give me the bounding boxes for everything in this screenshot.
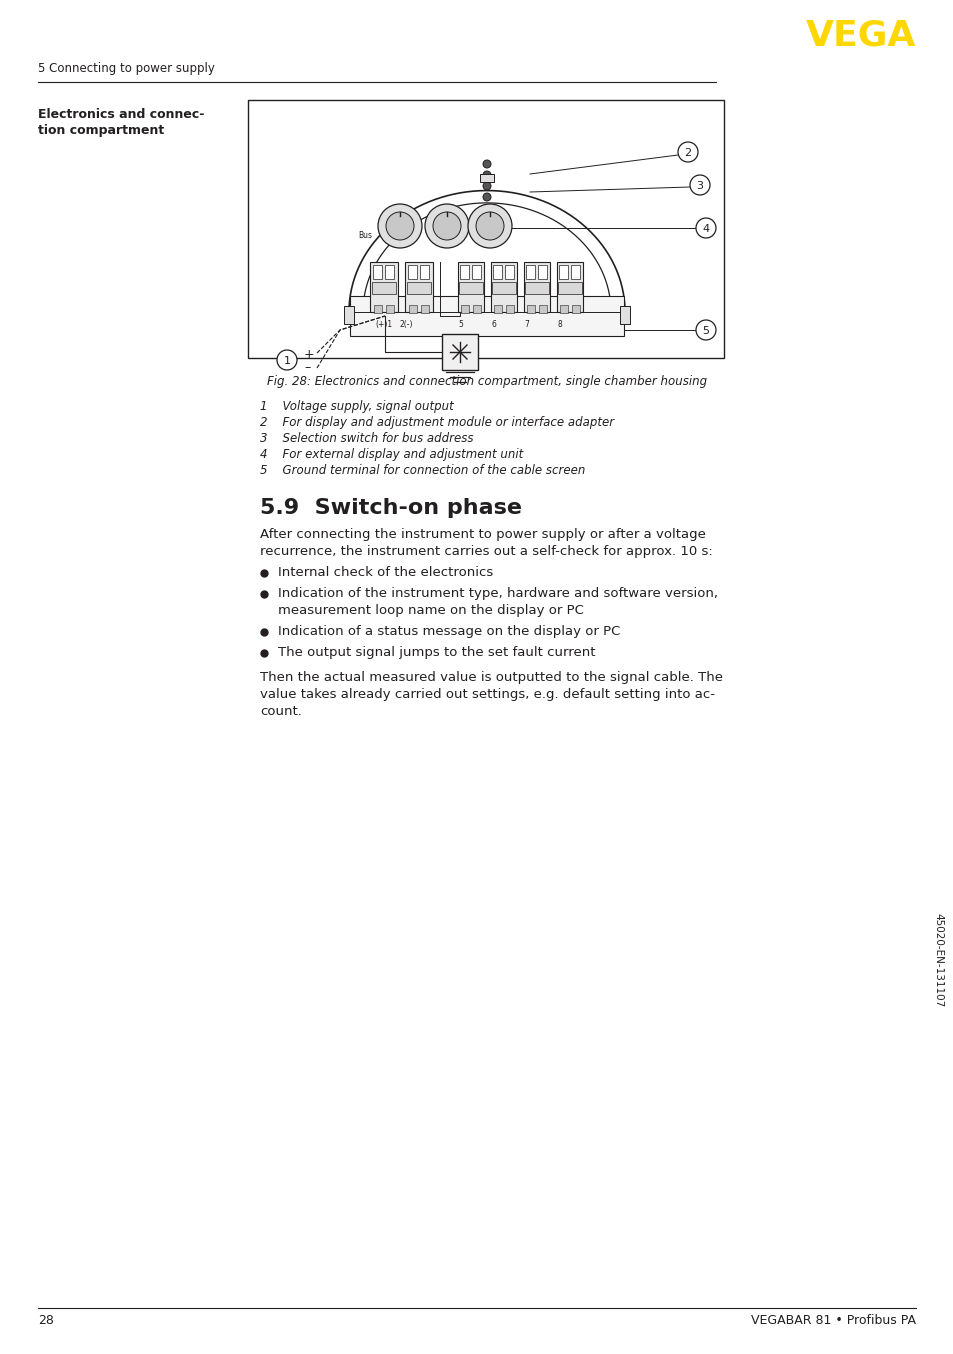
Text: value takes already carried out settings, e.g. default setting into ac-: value takes already carried out settings… [260, 688, 714, 701]
Bar [472, 265, 480, 279]
Text: Fig. 28: Electronics and connection compartment, single chamber housing: Fig. 28: Electronics and connection comp… [267, 375, 706, 389]
Text: 5: 5 [458, 320, 463, 329]
Bar [441, 334, 477, 370]
Text: 8: 8 [558, 320, 561, 329]
Text: Electronics and connec-: Electronics and connec- [38, 108, 204, 121]
Text: 4: 4 [701, 223, 709, 234]
Text: After connecting the instrument to power supply or after a voltage: After connecting the instrument to power… [260, 528, 705, 542]
Text: 5: 5 [701, 326, 709, 336]
Bar [373, 265, 381, 279]
Text: tion compartment: tion compartment [38, 125, 164, 137]
Circle shape [377, 204, 421, 248]
Circle shape [482, 160, 491, 168]
Circle shape [386, 213, 414, 240]
Text: Then the actual measured value is outputted to the signal cable. The: Then the actual measured value is output… [260, 672, 722, 684]
Text: 45020-EN-131107: 45020-EN-131107 [932, 913, 942, 1007]
Text: Indication of the instrument type, hardware and software version,: Indication of the instrument type, hardw… [277, 588, 718, 600]
Bar [525, 265, 535, 279]
Bar [473, 305, 480, 313]
Bar [420, 305, 429, 313]
Bar [372, 282, 395, 294]
Bar [419, 265, 429, 279]
Circle shape [433, 213, 460, 240]
Bar [526, 305, 535, 313]
Circle shape [482, 181, 491, 190]
Circle shape [482, 194, 491, 200]
Text: 28: 28 [38, 1313, 53, 1327]
Text: –: – [304, 362, 310, 375]
Bar [350, 297, 623, 336]
Text: Bus: Bus [357, 232, 372, 240]
Text: VEGABAR 81 • Profibus PA: VEGABAR 81 • Profibus PA [750, 1313, 915, 1327]
Text: (+)1: (+)1 [375, 320, 392, 329]
Bar [559, 305, 567, 313]
Bar [558, 282, 581, 294]
Text: 5.9  Switch-on phase: 5.9 Switch-on phase [260, 498, 521, 519]
Bar [374, 305, 381, 313]
Bar [459, 265, 469, 279]
Bar [619, 306, 629, 324]
Bar [523, 263, 550, 311]
Bar [457, 263, 483, 311]
Text: Indication of a status message on the display or PC: Indication of a status message on the di… [277, 626, 619, 638]
Bar [386, 305, 394, 313]
Bar [558, 265, 567, 279]
Text: 1: 1 [283, 356, 291, 366]
Text: 5 Connecting to power supply: 5 Connecting to power supply [38, 62, 214, 74]
Bar [572, 305, 579, 313]
Text: 3: 3 [696, 181, 702, 191]
Bar [405, 263, 433, 311]
Bar [537, 265, 546, 279]
Text: 1    Voltage supply, signal output: 1 Voltage supply, signal output [260, 399, 454, 413]
Text: 2    For display and adjustment module or interface adapter: 2 For display and adjustment module or i… [260, 416, 614, 429]
Circle shape [482, 171, 491, 179]
Text: VEGA: VEGA [804, 18, 915, 51]
Circle shape [476, 213, 503, 240]
Bar [538, 305, 546, 313]
Bar [408, 265, 416, 279]
Text: count.: count. [260, 705, 301, 718]
Text: +: + [304, 348, 314, 362]
Bar [407, 282, 431, 294]
Bar [492, 282, 516, 294]
Circle shape [696, 218, 716, 238]
Bar [557, 263, 582, 311]
Bar [494, 305, 501, 313]
Bar [460, 305, 469, 313]
Text: Internal check of the electronics: Internal check of the electronics [277, 566, 493, 580]
Bar [248, 100, 723, 357]
Circle shape [276, 349, 296, 370]
Bar [385, 265, 394, 279]
Text: 2(-): 2(-) [399, 320, 413, 329]
Bar [344, 306, 354, 324]
Text: recurrence, the instrument carries out a self-check for approx. 10 s:: recurrence, the instrument carries out a… [260, 546, 712, 558]
Bar [524, 282, 548, 294]
Text: 3    Selection switch for bus address: 3 Selection switch for bus address [260, 432, 473, 445]
Bar [504, 265, 514, 279]
Circle shape [696, 320, 716, 340]
Text: 4    For external display and adjustment unit: 4 For external display and adjustment un… [260, 448, 522, 460]
Text: 7: 7 [524, 320, 529, 329]
Circle shape [424, 204, 469, 248]
Bar [571, 265, 579, 279]
Bar [458, 282, 482, 294]
Bar [479, 175, 494, 181]
Bar [505, 305, 514, 313]
Text: measurement loop name on the display or PC: measurement loop name on the display or … [277, 604, 583, 617]
Bar [370, 263, 397, 311]
Text: 2: 2 [683, 148, 691, 158]
Bar [491, 263, 517, 311]
Circle shape [468, 204, 512, 248]
Text: 6: 6 [491, 320, 496, 329]
Circle shape [689, 175, 709, 195]
Text: 5    Ground terminal for connection of the cable screen: 5 Ground terminal for connection of the … [260, 464, 585, 477]
Text: The output signal jumps to the set fault current: The output signal jumps to the set fault… [277, 646, 595, 659]
Bar [409, 305, 416, 313]
Bar [493, 265, 501, 279]
Circle shape [678, 142, 698, 162]
